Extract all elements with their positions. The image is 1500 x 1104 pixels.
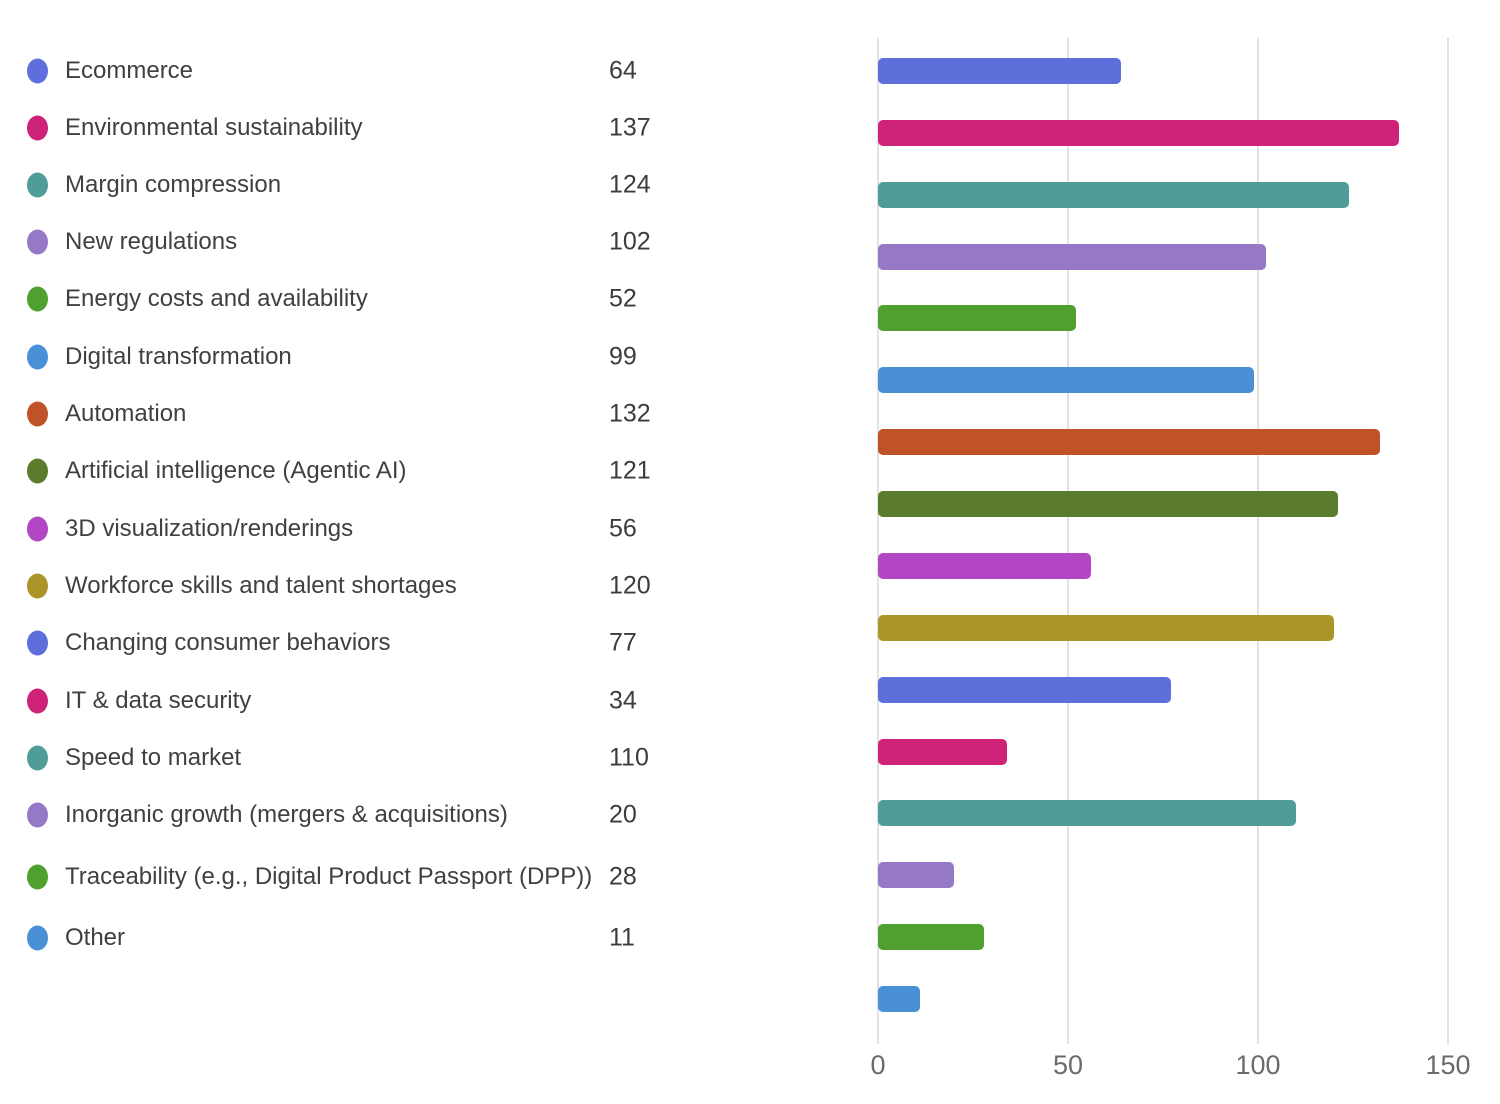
legend-item: IT & data security 34 [0,673,850,730]
legend-item: Workforce skills and talent shortages 120 [0,558,850,615]
legend-label: IT & data security [65,686,252,714]
bar [878,614,1334,641]
legend-item: Other 11 [0,910,850,967]
bar [878,181,1350,208]
legend-value: 11 [609,923,635,952]
legend-color-dot [27,925,48,951]
legend-item: Speed to market 110 [0,730,850,787]
legend-label: Ecommerce [65,56,194,84]
bar [878,862,954,889]
legend-label: Digital transformation [65,342,292,370]
legend-color-dot [27,172,48,198]
x-axis-tick-label: 100 [1235,1050,1281,1080]
legend-value: 120 [609,571,651,600]
legend-label: 3D visualization/renderings [65,514,354,542]
legend-color-dot [27,286,48,312]
bar [878,367,1255,394]
bar [878,243,1266,270]
legend-label: Workforce skills and talent shortages [65,571,457,599]
gridline [877,38,879,1044]
legend-value: 28 [609,862,637,891]
x-axis-tick-label: 150 [1425,1050,1471,1080]
bar [878,305,1076,332]
legend-label: Traceability (e.g., Digital Product Pass… [65,862,593,890]
bar [878,924,985,951]
x-axis-tick-label: 0 [870,1050,886,1080]
legend-item: Ecommerce 64 [0,43,850,100]
legend-value: 77 [609,628,637,657]
x-axis-tick-label: 50 [1052,1050,1084,1080]
bar [878,119,1399,146]
legend-item: Changing consumer behaviors 77 [0,615,850,672]
gridline [1257,38,1259,1044]
bar [878,429,1380,456]
legend-item: Traceability (e.g., Digital Product Pass… [0,837,850,917]
legend-color-dot [27,115,48,141]
chart-legend: Ecommerce 64 Environmental sustainability 1… [0,43,850,967]
legend-color-dot [27,573,48,599]
legend-item: Artificial intelligence (Agentic AI) 121 [0,443,850,500]
legend-color-dot [27,745,48,771]
legend-value: 20 [609,800,637,829]
legend-label: New regulations [65,227,238,255]
legend-label: Changing consumer behaviors [65,628,391,656]
bar [878,491,1338,518]
legend-item: Environmental sustainability 137 [0,100,850,157]
gridline [1447,38,1449,1044]
legend-item: Digital transformation 99 [0,329,850,386]
legend-value: 99 [609,342,637,371]
legend-item: Margin compression 124 [0,157,850,214]
legend-value: 52 [609,284,637,313]
bar [878,738,1008,765]
legend-value: 137 [609,113,651,142]
legend-color-dot [27,516,48,542]
legend-item: New regulations 102 [0,214,850,271]
legend-color-dot [27,401,48,427]
bar [878,676,1171,703]
legend-color-dot [27,458,48,484]
legend-color-dot [27,344,48,370]
legend-value: 64 [609,56,637,85]
legend-color-dot [27,688,48,714]
legend-label: Energy costs and availability [65,284,368,312]
legend-value: 56 [609,514,637,543]
bar [878,986,920,1013]
bar [878,552,1091,579]
legend-color-dot [27,802,48,828]
bar [878,58,1122,84]
legend-item: 3D visualization/renderings 56 [0,501,850,558]
legend-value: 110 [609,743,649,772]
bar [878,800,1296,827]
legend-color-dot [27,229,48,255]
legend-item: Automation 132 [0,386,850,443]
legend-item: Energy costs and availability 52 [0,271,850,328]
legend-color-dot [27,864,48,890]
legend-label: Automation [65,399,187,427]
legend-value: 102 [609,227,651,256]
legend-label: Speed to market [65,743,242,771]
legend-label: Environmental sustainability [65,113,363,141]
legend-value: 121 [609,456,651,485]
legend-value: 34 [609,686,637,715]
gridline [1067,38,1069,1044]
legend-item: Inorganic growth (mergers & acquisitions… [0,787,850,844]
legend-label: Artificial intelligence (Agentic AI) [65,456,407,484]
legend-label: Inorganic growth (mergers & acquisitions… [65,800,508,828]
legend-value: 132 [609,399,651,428]
legend-label: Margin compression [65,170,282,198]
chart-plot-area: 0 50 100 150 [850,0,1500,1104]
legend-value: 124 [609,170,651,199]
legend-label: Other [65,923,126,951]
legend-color-dot [27,630,48,656]
legend-color-dot [27,58,48,84]
